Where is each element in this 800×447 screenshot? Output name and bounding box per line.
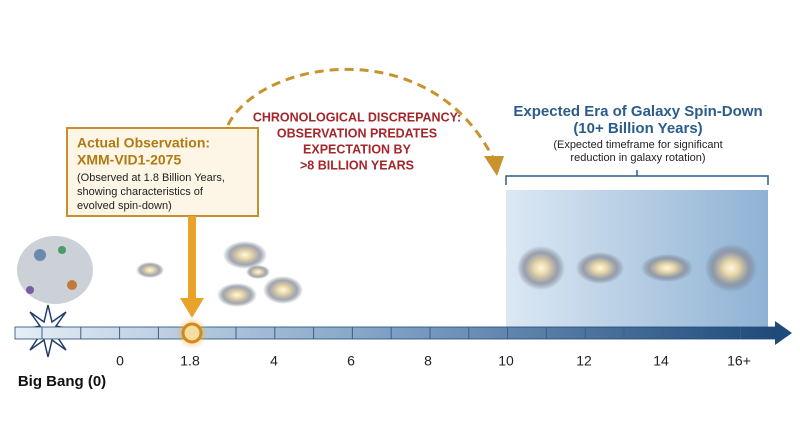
observation-box bbox=[66, 127, 259, 217]
ticks: 0 1.8 4 6 8 10 12 14 16+ bbox=[41, 327, 751, 369]
observation-title: XMM-VID1-2075 bbox=[77, 152, 181, 168]
era-title: (10+ Billion Years) bbox=[573, 120, 702, 137]
era-bracket bbox=[505, 170, 769, 185]
observation-arrow bbox=[180, 298, 204, 318]
tick-label: 6 bbox=[347, 353, 355, 369]
observation-note: evolved spin-down) bbox=[77, 200, 172, 212]
discrepancy-arc bbox=[226, 67, 496, 161]
era-title: Expected Era of Galaxy Spin-Down bbox=[513, 103, 762, 120]
tick-label: 8 bbox=[424, 353, 432, 369]
observation-title: Actual Observation: bbox=[77, 135, 210, 151]
observation-note: (Observed at 1.8 Billion Years, bbox=[77, 172, 225, 184]
observation-stem bbox=[188, 216, 196, 300]
tick-label: 0 bbox=[116, 353, 124, 369]
era-note: (Expected timeframe for significant bbox=[553, 139, 722, 151]
big-bang-label: Big Bang (0) bbox=[18, 373, 106, 390]
discrepancy-text: >8 BILLION YEARS bbox=[300, 158, 414, 172]
galaxies bbox=[17, 236, 757, 307]
era-note: reduction in galaxy rotation) bbox=[570, 152, 705, 164]
discrepancy-text: OBSERVATION PREDATES bbox=[277, 126, 437, 140]
tick-label: 1.8 bbox=[180, 353, 200, 369]
arc-arrowhead bbox=[484, 156, 504, 176]
tick-label: 10 bbox=[498, 353, 514, 369]
time-axis bbox=[14, 326, 776, 340]
tick-label: 14 bbox=[653, 353, 669, 369]
observation-note: showing characteristics of bbox=[77, 186, 204, 198]
tick-label: 4 bbox=[270, 353, 278, 369]
discrepancy-text: EXPECTATION BY bbox=[303, 142, 412, 156]
axis-arrow bbox=[775, 321, 792, 345]
tick-label: 16+ bbox=[727, 353, 751, 369]
tick-label: 12 bbox=[576, 353, 592, 369]
discrepancy-text: CHRONOLOGICAL DISCREPANCY: bbox=[253, 110, 461, 124]
observation-marker bbox=[181, 322, 203, 344]
